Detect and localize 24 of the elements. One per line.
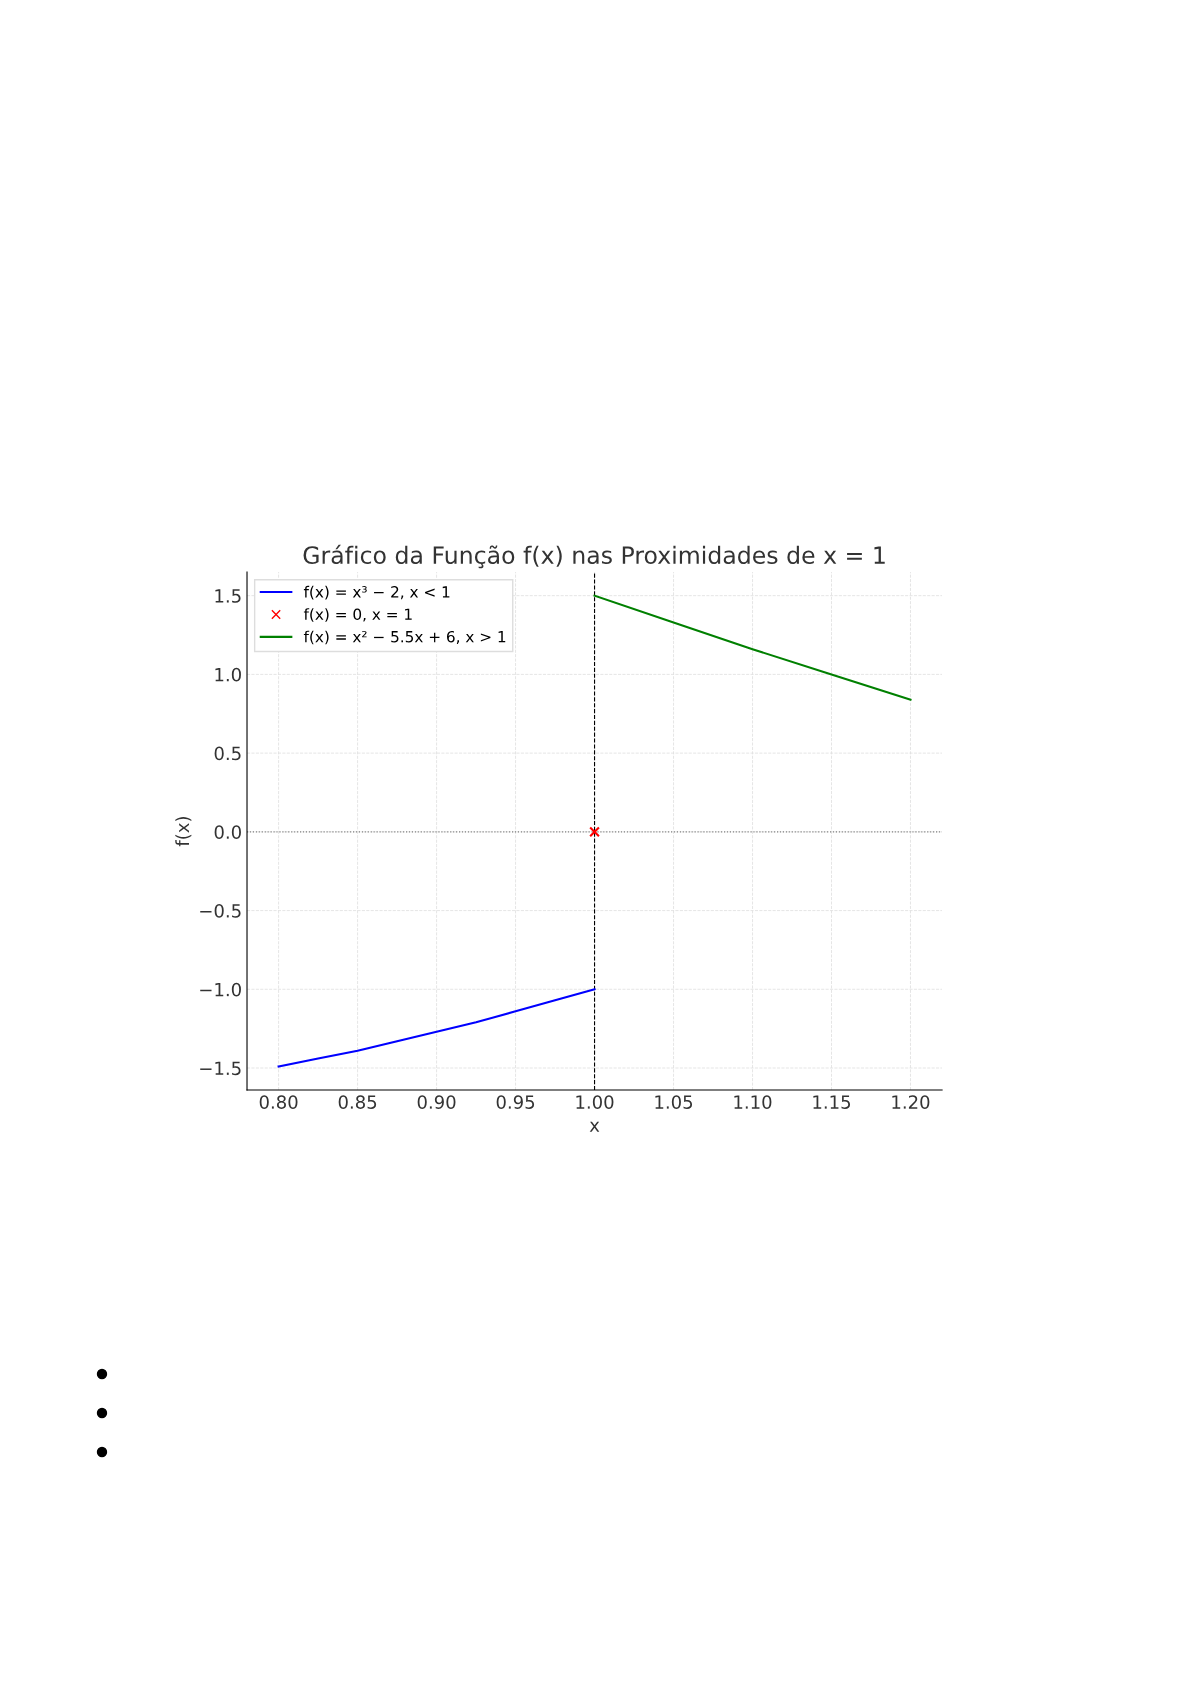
y-tick-label: 0.5: [214, 746, 241, 761]
y-tick-label: −1.0: [200, 982, 241, 997]
x-tick-label: 1.05: [655, 1095, 693, 1109]
x-tick-label: 0.95: [496, 1095, 535, 1109]
x-tick-label: 1.00: [576, 1095, 614, 1109]
y-axis-title: f(x): [175, 817, 192, 847]
chart-title: Gráfico da Função f(x) nas Proximidades de x = 1: [303, 544, 885, 569]
x-tick-label: 1.10: [734, 1095, 772, 1109]
x-tick-label: 0.90: [417, 1095, 456, 1109]
y-tick-label: 1.5: [215, 589, 241, 603]
y-tick-label: −0.5: [200, 904, 241, 918]
line-series: [277, 988, 596, 1068]
y-tick-label: −1.5: [200, 1061, 241, 1076]
legend-label: f(x) = x² − 5.5x + 6, x > 1: [303, 630, 506, 645]
y-tick-label: 0.0: [214, 825, 241, 839]
legend-label: f(x) = 0, x = 1: [303, 608, 412, 622]
y-tick-label: 1.0: [215, 667, 241, 682]
legend-label: f(x) = x³ − 2, x < 1: [303, 585, 450, 600]
x-tick-label: 1.15: [813, 1095, 851, 1109]
x-tick-label: 0.85: [338, 1095, 377, 1109]
line-series: [593, 594, 912, 701]
x-tick-label: 0.80: [259, 1095, 298, 1109]
x-tick-label: 1.20: [892, 1095, 930, 1109]
x-axis-title: x: [589, 1121, 600, 1132]
